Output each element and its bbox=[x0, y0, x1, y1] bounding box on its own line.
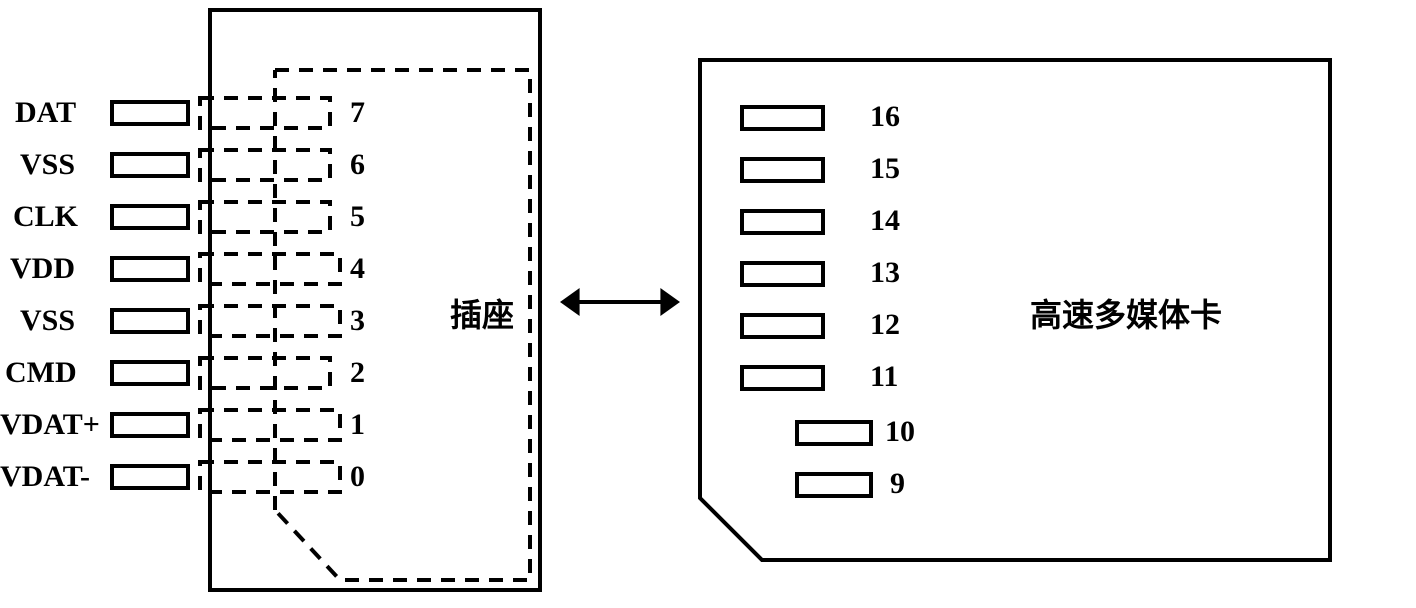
socket-pin-name: CLK bbox=[13, 200, 78, 234]
card-pin-number: 13 bbox=[870, 256, 900, 290]
card-pin-rect bbox=[740, 261, 825, 287]
card-pin-number: 16 bbox=[870, 100, 900, 134]
socket-pin-number: 1 bbox=[350, 408, 365, 442]
socket-pin-rect bbox=[110, 308, 190, 334]
card-pin-rect bbox=[795, 420, 873, 446]
socket-pin-rect bbox=[110, 256, 190, 282]
card-pin-number: 10 bbox=[885, 415, 915, 449]
card-pin-number: 11 bbox=[870, 360, 898, 394]
socket-pin-rect bbox=[110, 464, 190, 490]
socket-title: 插座 bbox=[450, 290, 514, 336]
card-pin-number: 14 bbox=[870, 204, 900, 238]
card-pin-rect bbox=[740, 365, 825, 391]
socket-pin-rect bbox=[110, 360, 190, 386]
socket-pin-number: 3 bbox=[350, 304, 365, 338]
socket-pin-rect bbox=[110, 204, 190, 230]
card-pin-rect bbox=[740, 313, 825, 339]
card-pin-rect bbox=[740, 157, 825, 183]
socket-pin-number: 0 bbox=[350, 460, 365, 494]
socket-pin-name: VDD bbox=[10, 252, 75, 286]
socket-pin-name: CMD bbox=[5, 356, 77, 390]
socket-pin-number: 4 bbox=[350, 252, 365, 286]
socket-pin-rect bbox=[110, 152, 190, 178]
card-pin-rect bbox=[795, 472, 873, 498]
socket-pin-name: VDAT- bbox=[0, 460, 90, 494]
socket-pin-number: 2 bbox=[350, 356, 365, 390]
socket-pin-number: 5 bbox=[350, 200, 365, 234]
card-pin-number: 12 bbox=[870, 308, 900, 342]
socket-pin-rect bbox=[110, 412, 190, 438]
socket-pin-name: DAT bbox=[15, 96, 76, 130]
socket-pin-name: VSS bbox=[20, 148, 75, 182]
socket-pin-number: 6 bbox=[350, 148, 365, 182]
card-pin-number: 9 bbox=[890, 467, 905, 501]
card-title: 高速多媒体卡 bbox=[1030, 290, 1222, 336]
socket-pin-name: VSS bbox=[20, 304, 75, 338]
card-pin-rect bbox=[740, 105, 825, 131]
card-pin-number: 15 bbox=[870, 152, 900, 186]
socket-pin-rect bbox=[110, 100, 190, 126]
card-pin-rect bbox=[740, 209, 825, 235]
socket-pin-number: 7 bbox=[350, 96, 365, 130]
socket-pin-name: VDAT+ bbox=[0, 408, 100, 442]
